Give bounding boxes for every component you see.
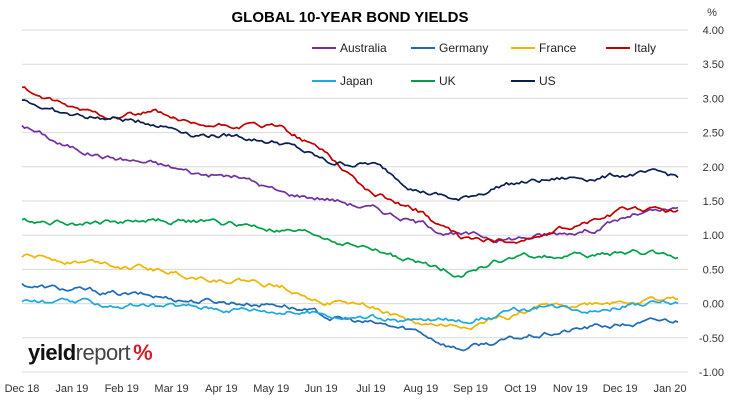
y-tick-label: -0.50 [699, 333, 724, 345]
y-tick-label: 3.50 [703, 59, 724, 71]
x-tick-label: Dec 19 [603, 383, 638, 395]
x-tick-label: Jun 19 [305, 383, 338, 395]
legend-label: Italy [634, 41, 656, 55]
y-axis: 4.00 3.50 3.00 2.50 2.00 1.50 1.00 0.50 0.00 -0.5… [699, 25, 724, 379]
y-tick-label: 4.00 [703, 25, 724, 37]
series-line-italy [21, 86, 679, 244]
x-tick-label: Sep 19 [453, 383, 488, 395]
series-lines [21, 86, 679, 352]
x-tick-label: Jul 19 [356, 383, 385, 395]
brand-percent: % [133, 340, 153, 365]
y-tick-label: 2.00 [703, 162, 724, 174]
legend-label: Germany [439, 41, 488, 55]
y-tick-label: 3.00 [703, 93, 724, 105]
x-tick-label: Nov 19 [553, 383, 588, 395]
legend: Australia Germany France Italy Japan UK US [312, 41, 656, 88]
x-tick-label: Apr 19 [205, 383, 237, 395]
legend-label: France [539, 41, 577, 55]
y-tick-label: 1.50 [703, 196, 724, 208]
y-unit-label: % [707, 7, 717, 19]
x-tick-label: Feb 19 [105, 383, 139, 395]
series-line-uk [21, 217, 679, 278]
series-line-us [21, 99, 679, 202]
chart-title: GLOBAL 10-YEAR BOND YIELDS [232, 9, 469, 26]
series-line-australia [21, 124, 679, 244]
x-axis: Dec 18 Jan 19 Feb 19 Mar 19 Apr 19 May 19 Jun … [5, 383, 687, 395]
y-tick-label: 0.50 [703, 264, 724, 276]
x-tick-label: Mar 19 [154, 383, 188, 395]
x-tick-label: Jan 20 [653, 383, 686, 395]
brand-part-report: report [75, 340, 131, 365]
x-tick-label: Dec 18 [5, 383, 40, 395]
x-tick-label: Aug 19 [403, 383, 438, 395]
brand-part-yield: yield [28, 340, 76, 365]
y-tick-label: -1.00 [699, 367, 724, 379]
x-tick-label: Oct 19 [504, 383, 536, 395]
y-tick-label: 2.50 [703, 128, 724, 140]
legend-label: US [539, 74, 556, 88]
legend-label: UK [439, 74, 456, 88]
y-tick-label: 0.00 [703, 299, 724, 311]
legend-label: Japan [340, 74, 373, 88]
x-tick-label: May 19 [253, 383, 289, 395]
brand-logo: yieldreport% [28, 340, 153, 366]
y-tick-label: 1.00 [703, 230, 724, 242]
legend-label: Australia [340, 41, 387, 55]
x-tick-label: Jan 19 [55, 383, 88, 395]
series-line-japan [21, 297, 679, 325]
